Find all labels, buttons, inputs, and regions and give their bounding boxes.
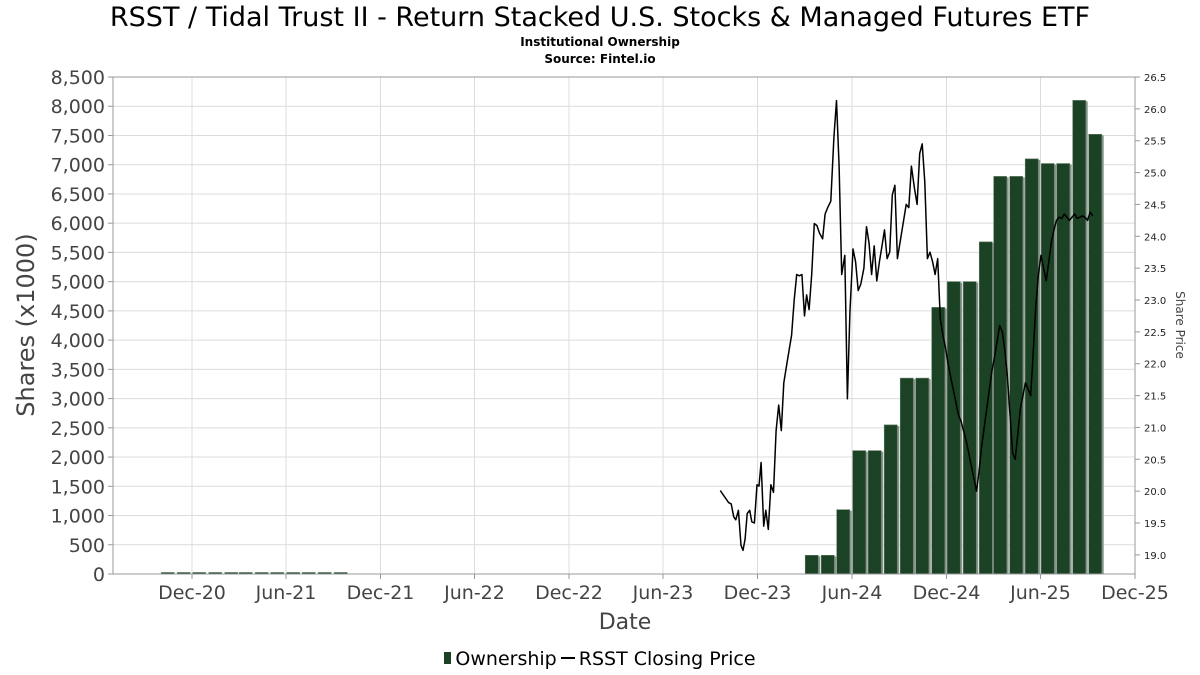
x-tick-label: Dec-25: [1101, 582, 1169, 604]
y2-tick-label: 23.5: [1144, 264, 1166, 275]
legend-swatch-ownership: [444, 652, 452, 664]
y-tick-label: 3,000: [51, 389, 105, 411]
x-tick-label: Jun-25: [1009, 582, 1071, 604]
y-tick-label: 5,500: [51, 242, 105, 264]
y2-tick-label: 24.0: [1144, 232, 1166, 243]
left-y-axis: 0 500 1,000 1,500 2,000 2,500 3,000 3,500 4,000 4…: [51, 67, 113, 586]
ownership-bar: [1040, 163, 1055, 575]
y-tick-label: 7,000: [51, 155, 105, 177]
ownership-bar: [804, 554, 819, 575]
x-axis-label: Date: [599, 610, 652, 635]
ownership-bar: [915, 377, 930, 575]
y-tick-label: 7,500: [51, 125, 105, 147]
y2-tick-label: 22.0: [1144, 360, 1166, 371]
x-tick-label: Jun-24: [821, 582, 883, 604]
x-tick-label: Jun-23: [632, 582, 694, 604]
x-tick-label: Dec-20: [158, 582, 226, 604]
ownership-bar: [946, 281, 961, 575]
ownership-bar: [993, 176, 1008, 575]
ownership-bar: [1088, 134, 1103, 575]
ownership-bar: [852, 450, 867, 575]
y2-tick-label: 26.5: [1144, 73, 1166, 84]
right-y-axis: 19.0 19.5 20.0 20.5 21.0 21.5 22.0 22.5 23.0 23.5…: [1135, 73, 1166, 562]
y2-tick-label: 20.5: [1144, 455, 1166, 466]
y2-tick-label: 24.5: [1144, 200, 1166, 211]
y-tick-label: 6,000: [51, 213, 105, 235]
y-tick-label: 1,000: [51, 506, 105, 528]
plot-frame: [112, 76, 1136, 575]
ownership-bar: [899, 377, 914, 575]
ownership-bar: [931, 307, 946, 575]
x-tick-label: Jun-21: [255, 582, 317, 604]
price-line: [719, 99, 1094, 552]
y-tick-label: 4,500: [51, 301, 105, 323]
y-tick-label: 5,000: [51, 272, 105, 294]
ownership-bars: [160, 100, 1104, 575]
ownership-bar: [1056, 163, 1071, 575]
price-line-layer: [719, 99, 1094, 552]
chart-source: Source: Fintel.io: [544, 52, 656, 66]
x-tick-label: Dec-22: [535, 582, 603, 604]
y2-tick-label: 21.0: [1144, 423, 1166, 434]
ownership-bar: [978, 241, 993, 575]
legend: Ownership RSST Closing Price: [0, 648, 1200, 670]
y2-tick-label: 26.0: [1144, 105, 1166, 116]
ownership-bar: [1009, 176, 1024, 575]
x-tick-label: Jun-22: [443, 582, 505, 604]
ownership-bar: [962, 281, 977, 575]
y-tick-label: 8,500: [51, 67, 105, 89]
ownership-bar: [820, 554, 835, 575]
ownership-bar: [1072, 100, 1087, 575]
right-y-axis-label: Share Price: [1173, 291, 1187, 359]
y2-tick-label: 19.5: [1144, 519, 1166, 530]
x-tick-label: Dec-23: [724, 582, 792, 604]
y-tick-label: 4,000: [51, 330, 105, 352]
ownership-bar: [867, 450, 882, 575]
y-tick-label: 1,500: [51, 476, 105, 498]
y-tick-label: 0: [93, 564, 105, 586]
chart-title: RSST / Tidal Trust II - Return Stacked U…: [109, 2, 1091, 33]
y-tick-label: 8,000: [51, 96, 105, 118]
y-tick-label: 2,500: [51, 418, 105, 440]
y-tick-label: 500: [69, 535, 105, 557]
y2-tick-label: 22.5: [1144, 328, 1166, 339]
y2-tick-label: 25.0: [1144, 169, 1166, 180]
chart-subtitle: Institutional Ownership: [520, 35, 680, 49]
y-tick-label: 2,000: [51, 447, 105, 469]
legend-swatch-price: [560, 657, 575, 659]
y2-tick-label: 19.0: [1144, 551, 1166, 562]
y2-tick-label: 23.0: [1144, 296, 1166, 307]
y-axis-label: Shares (x1000): [12, 233, 40, 416]
y2-tick-label: 25.5: [1144, 137, 1166, 148]
x-tick-label: Dec-21: [347, 582, 415, 604]
y2-tick-label: 20.0: [1144, 487, 1166, 498]
ownership-bar: [883, 424, 898, 575]
y-tick-label: 3,500: [51, 359, 105, 381]
x-axis: Dec-20 Jun-21 Dec-21 Jun-22 Dec-22 Jun-23 Dec-…: [158, 574, 1169, 604]
x-tick-label: Dec-24: [913, 582, 981, 604]
legend-label-ownership: Ownership: [455, 648, 557, 670]
y-tick-label: 6,500: [51, 184, 105, 206]
legend-label-price: RSST Closing Price: [578, 648, 756, 670]
ownership-bar: [836, 509, 851, 575]
y2-tick-label: 21.5: [1144, 392, 1166, 403]
